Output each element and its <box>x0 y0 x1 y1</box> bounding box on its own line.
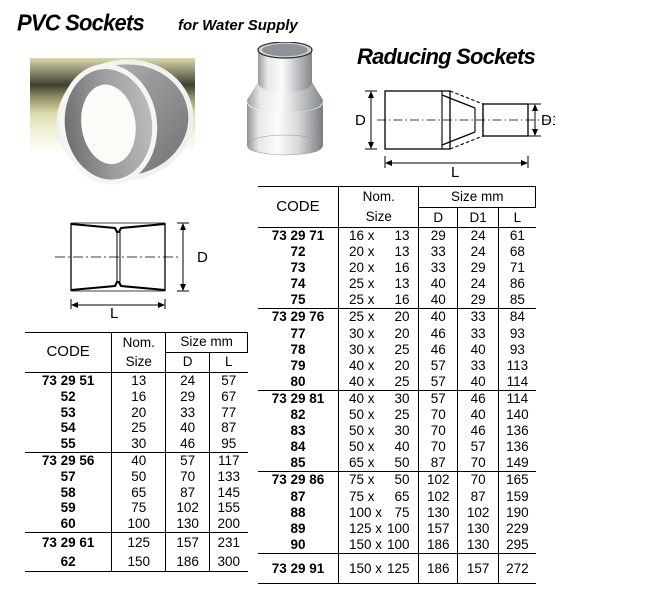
svg-text:L: L <box>451 164 459 178</box>
svg-text:D1: D1 <box>541 112 555 129</box>
svg-text:D: D <box>197 249 208 266</box>
svg-text:D: D <box>355 112 366 129</box>
svg-text:L: L <box>110 305 118 320</box>
